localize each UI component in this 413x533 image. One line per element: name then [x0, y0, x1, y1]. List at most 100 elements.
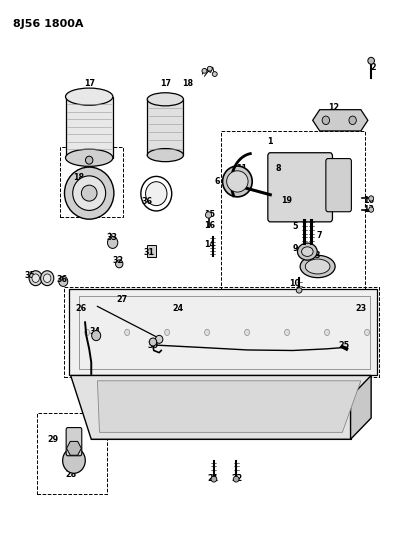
Text: 18: 18 [183, 78, 194, 87]
Text: 6: 6 [214, 177, 220, 186]
Text: 24: 24 [172, 304, 183, 313]
Text: 21: 21 [207, 474, 218, 482]
Text: 20: 20 [176, 412, 188, 421]
Ellipse shape [63, 448, 85, 473]
Text: 13: 13 [363, 205, 375, 214]
Ellipse shape [349, 116, 356, 125]
Text: 16: 16 [204, 221, 215, 230]
Text: 36: 36 [57, 275, 68, 284]
Text: 27: 27 [116, 295, 128, 304]
Text: 22: 22 [232, 474, 243, 482]
Ellipse shape [73, 176, 106, 211]
Ellipse shape [233, 476, 239, 482]
Bar [221, 131, 365, 295]
Ellipse shape [300, 255, 335, 278]
Ellipse shape [297, 243, 317, 260]
Text: 33: 33 [106, 233, 117, 242]
Text: 8: 8 [276, 164, 281, 173]
Ellipse shape [145, 182, 167, 206]
Ellipse shape [296, 288, 302, 293]
Ellipse shape [43, 274, 51, 282]
Ellipse shape [305, 259, 330, 274]
Text: 31: 31 [143, 248, 154, 257]
Ellipse shape [212, 71, 217, 76]
Text: 26: 26 [76, 304, 86, 313]
Text: 29: 29 [48, 435, 59, 444]
Bar [60, 147, 123, 217]
Text: 14: 14 [204, 240, 215, 249]
Text: 15: 15 [204, 211, 215, 220]
Ellipse shape [149, 338, 157, 346]
Bar [66, 96, 113, 158]
Ellipse shape [147, 149, 183, 161]
Text: 19: 19 [281, 196, 292, 205]
Ellipse shape [285, 329, 290, 336]
Text: 11: 11 [236, 164, 247, 173]
Text: 34: 34 [90, 327, 101, 336]
Ellipse shape [322, 116, 330, 125]
Text: 25: 25 [339, 341, 350, 350]
Polygon shape [79, 296, 370, 368]
Polygon shape [69, 289, 377, 375]
Ellipse shape [165, 329, 170, 336]
Ellipse shape [365, 329, 370, 336]
Polygon shape [66, 441, 81, 455]
Ellipse shape [116, 260, 123, 268]
Ellipse shape [32, 274, 39, 282]
Ellipse shape [202, 68, 207, 73]
Ellipse shape [85, 329, 90, 336]
FancyBboxPatch shape [326, 159, 351, 212]
Ellipse shape [325, 329, 330, 336]
Text: 3: 3 [315, 252, 320, 260]
Ellipse shape [107, 237, 118, 248]
Ellipse shape [85, 156, 93, 164]
Ellipse shape [92, 330, 101, 341]
Text: 30: 30 [147, 341, 159, 350]
Text: 16: 16 [363, 196, 375, 205]
Text: 7: 7 [317, 231, 323, 240]
Ellipse shape [59, 276, 68, 286]
Polygon shape [351, 375, 371, 439]
Text: 9: 9 [292, 244, 298, 253]
Ellipse shape [369, 207, 374, 212]
Text: 5: 5 [292, 222, 298, 231]
Text: 17: 17 [160, 78, 171, 87]
FancyBboxPatch shape [268, 153, 332, 222]
Text: 23: 23 [355, 304, 366, 313]
FancyBboxPatch shape [66, 427, 82, 456]
Text: 12: 12 [328, 102, 339, 111]
Ellipse shape [227, 171, 248, 192]
Ellipse shape [369, 196, 374, 201]
Ellipse shape [66, 88, 113, 105]
Ellipse shape [125, 329, 130, 336]
Ellipse shape [64, 167, 114, 219]
Text: 10: 10 [290, 279, 301, 288]
Polygon shape [71, 375, 371, 439]
Ellipse shape [40, 271, 54, 286]
Ellipse shape [204, 329, 209, 336]
Bar [37, 413, 107, 494]
Bar [147, 245, 156, 257]
Ellipse shape [301, 247, 313, 256]
Ellipse shape [223, 166, 252, 197]
Ellipse shape [147, 93, 183, 106]
Polygon shape [97, 381, 361, 432]
Text: 32: 32 [112, 256, 123, 264]
Ellipse shape [66, 149, 113, 166]
Text: 35: 35 [24, 271, 35, 280]
Ellipse shape [29, 271, 42, 286]
Ellipse shape [206, 212, 211, 218]
Ellipse shape [244, 329, 249, 336]
Text: 4: 4 [228, 185, 234, 194]
Ellipse shape [368, 58, 375, 64]
Text: 8J56 1800A: 8J56 1800A [13, 19, 83, 29]
Bar [147, 99, 183, 155]
Text: 17: 17 [84, 78, 95, 87]
Text: 18: 18 [74, 173, 85, 182]
Ellipse shape [207, 66, 212, 71]
Text: 28: 28 [66, 471, 77, 479]
Ellipse shape [211, 476, 217, 482]
Bar [64, 287, 379, 377]
Ellipse shape [81, 185, 97, 201]
Text: 36: 36 [141, 197, 152, 206]
